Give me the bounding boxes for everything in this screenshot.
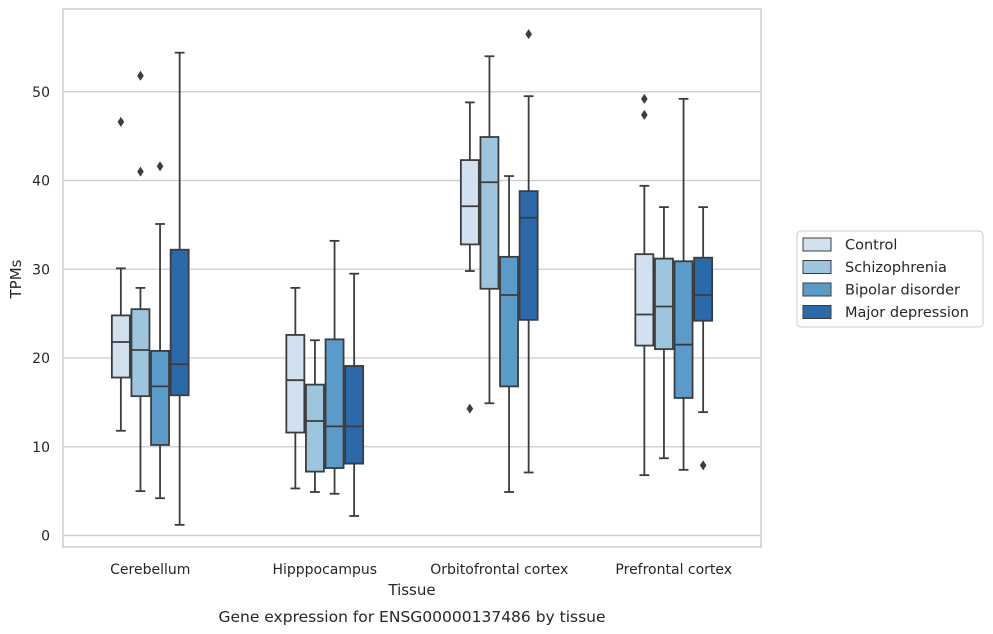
y-tick-label: 30 — [32, 262, 50, 278]
figure-caption: Gene expression for ENSG00000137486 by t… — [218, 608, 605, 626]
box — [150, 349, 170, 446]
box — [654, 257, 674, 351]
box-group — [169, 51, 190, 526]
box — [693, 256, 714, 322]
box — [518, 190, 539, 321]
legend-label: Control — [845, 238, 897, 254]
y-tick-label: 20 — [32, 351, 50, 367]
box-group — [479, 55, 500, 405]
legend-swatch — [802, 282, 832, 297]
box-group — [110, 116, 131, 432]
box-group — [654, 206, 674, 460]
y-tick-labels: 0 10 20 30 40 50 — [32, 85, 50, 545]
legend: Control Schizophrenia Bipolar disorder Majo… — [796, 230, 984, 328]
boxes — [110, 29, 714, 526]
outlier-point — [525, 29, 532, 40]
box-group — [130, 70, 151, 493]
box-group — [673, 97, 694, 471]
outlier-point — [117, 116, 125, 127]
outlier-point — [641, 109, 648, 120]
box — [169, 248, 190, 397]
legend-label: Schizophrenia — [845, 260, 947, 276]
y-tick-label: 40 — [32, 174, 50, 190]
box — [344, 365, 365, 465]
y-tick-label: 10 — [32, 440, 50, 456]
legend-swatch — [802, 260, 832, 274]
legend-frame — [796, 230, 984, 328]
legend-label: Bipolar disorder — [845, 283, 960, 299]
y-tick-label: 50 — [32, 85, 50, 101]
box-group — [285, 286, 306, 490]
x-tick-label: Cerebellum — [110, 562, 190, 578]
box — [479, 136, 500, 290]
box-group — [305, 339, 325, 493]
box-group — [499, 175, 519, 493]
x-tick-label: Orbitofrontal cortex — [430, 562, 568, 578]
outlier-point — [699, 460, 707, 471]
box-group — [150, 161, 170, 500]
plot-frame — [62, 8, 762, 548]
x-axis-label: Tissue — [387, 581, 435, 599]
x-tick-label: Prefrontal cortex — [615, 562, 732, 578]
y-axis-label: TPMs — [7, 259, 25, 299]
box-group — [693, 206, 714, 471]
outlier-point — [466, 403, 474, 414]
box-group — [324, 239, 345, 495]
outlier-point — [137, 70, 144, 81]
x-tick-label: Hipppocampus — [272, 562, 377, 578]
box-group — [634, 93, 655, 477]
y-tick-label: 0 — [41, 529, 50, 545]
box — [130, 308, 151, 398]
legend-label: Major depression — [845, 305, 969, 321]
legend-swatch — [802, 237, 832, 252]
box — [285, 334, 306, 434]
box — [673, 260, 694, 399]
outlier-point — [156, 161, 164, 172]
box-group — [518, 29, 539, 474]
box — [305, 383, 325, 473]
outlier-point — [641, 93, 648, 104]
box — [634, 253, 655, 347]
box-group — [344, 272, 365, 517]
box — [459, 159, 480, 246]
box — [499, 255, 519, 388]
legend-swatch — [802, 305, 832, 319]
x-tick-labels: Cerebellum Hipppocampus Orbitofrontal cort… — [110, 562, 732, 578]
box — [110, 314, 131, 379]
box-group — [459, 101, 480, 414]
box — [324, 338, 345, 469]
outlier-point — [137, 166, 144, 177]
